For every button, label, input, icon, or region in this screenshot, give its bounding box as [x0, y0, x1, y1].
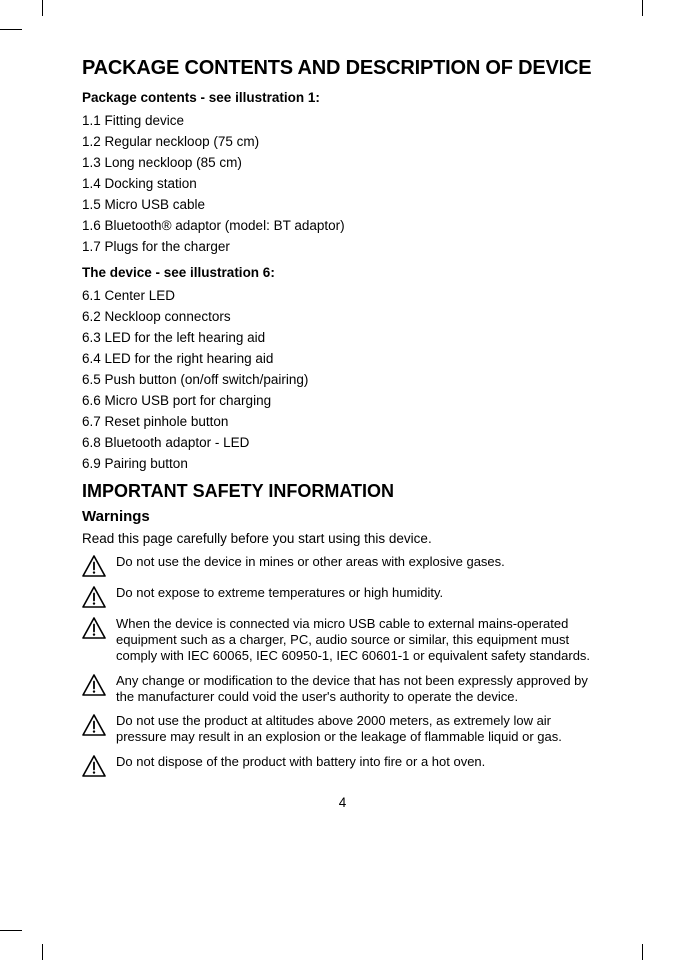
warning-triangle-icon [82, 617, 106, 639]
warning-item: Do not use the device in mines or other … [82, 554, 603, 577]
warning-triangle-icon [82, 755, 106, 777]
section-title-safety: IMPORTANT SAFETY INFORMATION [82, 481, 603, 502]
subsection-warnings: Warnings [82, 508, 603, 525]
list-item: 6.2 Neckloop connectors [82, 307, 603, 328]
list-item: 1.1 Fitting device [82, 111, 603, 132]
warning-item: Do not use the product at altitudes abov… [82, 713, 603, 746]
list-item: 1.5 Micro USB cable [82, 195, 603, 216]
subheading-contents: Package contents - see illustration 1: [82, 90, 603, 105]
list-item: 6.5 Push button (on/off switch/pairing) [82, 370, 603, 391]
warning-triangle-icon [82, 586, 106, 608]
list-item: 6.1 Center LED [82, 286, 603, 307]
list-item: 1.7 Plugs for the charger [82, 237, 603, 258]
list-item: 1.3 Long neckloop (85 cm) [82, 153, 603, 174]
warning-text: Do not use the product at altitudes abov… [116, 713, 603, 746]
warning-item: Do not dispose of the product with batte… [82, 754, 603, 777]
warning-triangle-icon [82, 714, 106, 736]
intro-text: Read this page carefully before you star… [82, 531, 603, 546]
page-number: 4 [82, 795, 603, 810]
manual-page: PACKAGE CONTENTS AND DESCRIPTION OF DEVI… [82, 57, 603, 920]
list-item: 6.4 LED for the right hearing aid [82, 349, 603, 370]
section-title-package: PACKAGE CONTENTS AND DESCRIPTION OF DEVI… [82, 57, 603, 80]
warning-text: Do not dispose of the product with batte… [116, 754, 485, 770]
warning-text: Any change or modification to the device… [116, 673, 603, 706]
warnings-list: Do not use the device in mines or other … [82, 554, 603, 777]
subheading-device: The device - see illustration 6: [82, 265, 603, 280]
list-item: 1.2 Regular neckloop (75 cm) [82, 132, 603, 153]
contents-list: 1.1 Fitting device 1.2 Regular neckloop … [82, 111, 603, 257]
device-list: 6.1 Center LED 6.2 Neckloop connectors 6… [82, 286, 603, 474]
warning-text: When the device is connected via micro U… [116, 616, 603, 665]
warning-triangle-icon [82, 555, 106, 577]
warning-triangle-icon [82, 674, 106, 696]
list-item: 6.6 Micro USB port for charging [82, 391, 603, 412]
list-item: 6.7 Reset pinhole button [82, 412, 603, 433]
warning-text: Do not expose to extreme temperatures or… [116, 585, 443, 601]
warning-item: Any change or modification to the device… [82, 673, 603, 706]
list-item: 6.3 LED for the left hearing aid [82, 328, 603, 349]
list-item: 1.4 Docking station [82, 174, 603, 195]
warning-item: Do not expose to extreme temperatures or… [82, 585, 603, 608]
warning-item: When the device is connected via micro U… [82, 616, 603, 665]
warning-text: Do not use the device in mines or other … [116, 554, 505, 570]
list-item: 6.9 Pairing button [82, 454, 603, 475]
list-item: 1.6 Bluetooth® adaptor (model: BT adapto… [82, 216, 603, 237]
list-item: 6.8 Bluetooth adaptor - LED [82, 433, 603, 454]
